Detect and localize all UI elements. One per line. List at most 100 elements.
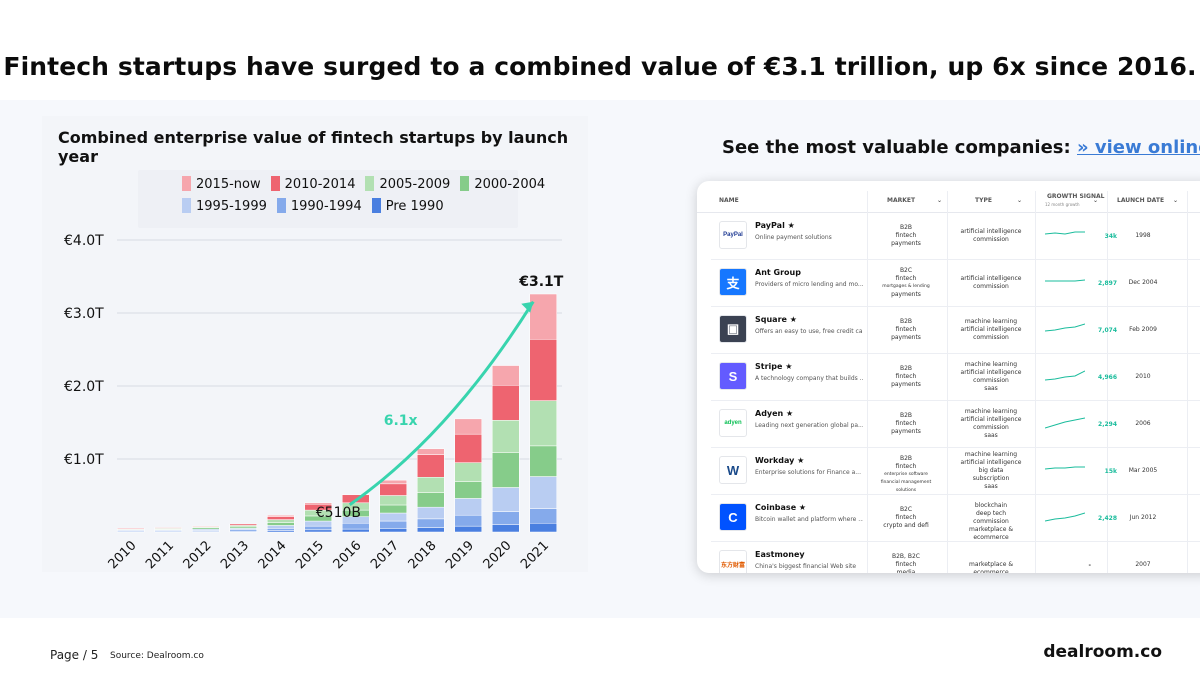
col-header-launch-chevron-icon[interactable]: ⌄ xyxy=(1173,197,1179,204)
multiplier-label: 6.1x xyxy=(384,413,418,429)
legend-label: 2000-2004 xyxy=(474,177,546,192)
bar-segment xyxy=(492,365,520,386)
company-name[interactable]: Stripe ★ xyxy=(755,362,793,371)
col-header-growth-chevron-icon[interactable]: ⌄ xyxy=(1093,197,1099,204)
col-header-market-chevron-icon[interactable]: ⌄ xyxy=(937,197,943,204)
col-header-growth[interactable]: GROWTH SIGNAL xyxy=(1047,193,1105,200)
view-online-link[interactable]: » view online xyxy=(1077,137,1200,158)
bar-segment xyxy=(417,506,445,520)
bar-segment xyxy=(454,525,482,533)
table-row[interactable]: 支 Ant Group Providers of micro lending and… xyxy=(711,260,1200,307)
col-header-market[interactable]: MARKET xyxy=(887,197,916,204)
market-cell: B2B fintech enterprise software financial m… xyxy=(871,455,941,495)
type-tag: commission xyxy=(973,377,1009,384)
page-number: Page / 5 xyxy=(50,648,99,662)
type-tag: marketplace & ecommerce xyxy=(968,561,1014,573)
table-row[interactable]: 东方财富 Eastmoney China's biggest financial W… xyxy=(711,542,1200,573)
growth-signal-value: - xyxy=(1088,562,1092,569)
bar-segment xyxy=(529,476,557,509)
launch-date: 2006 xyxy=(1135,420,1151,427)
col-header-name[interactable]: NAME xyxy=(719,197,739,204)
column-divider xyxy=(947,191,948,573)
column-divider xyxy=(1107,191,1108,573)
table-row[interactable]: S Stripe ★ A technology company that build… xyxy=(711,354,1200,401)
end-value-label: €3.1T xyxy=(518,274,564,290)
market-tag: enterprise software xyxy=(884,472,928,477)
table-row[interactable]: ▣ Square ★ Offers an easy to use, free cre… xyxy=(711,307,1200,354)
market-tag: fintech xyxy=(895,275,917,282)
table-row[interactable]: C Coinbase ★ Bitcoin wallet and platform w… xyxy=(711,495,1200,542)
type-tag: saas xyxy=(984,483,998,490)
type-tag: saas xyxy=(984,432,998,439)
bar-segment xyxy=(492,420,520,453)
y-tick-label: €4.0T xyxy=(64,233,104,249)
launch-date: 2010 xyxy=(1135,373,1151,380)
company-name[interactable]: Coinbase ★ xyxy=(755,503,807,512)
type-cell: blockchain deep tech commission marketplace… xyxy=(951,502,1031,542)
launch-date: 1998 xyxy=(1135,232,1151,239)
market-tag: mortgages & lending xyxy=(882,284,930,289)
legend-item: 1990-1994 xyxy=(276,196,362,218)
market-tag: payments xyxy=(891,240,921,247)
table-header: NAME MARKET ⌄ TYPE ⌄ GROWTH SIGNAL 12 mo… xyxy=(697,191,1200,213)
start-value-label: €510B xyxy=(316,505,361,521)
bar-segment xyxy=(417,477,445,493)
bar-segment xyxy=(529,445,557,477)
market-tag: payments xyxy=(891,291,921,298)
growth-signal-value: 34k xyxy=(1104,233,1117,240)
market-tag: B2B xyxy=(899,318,913,325)
growth-signal-value: 2,428 xyxy=(1098,515,1117,522)
column-divider xyxy=(1187,191,1188,573)
companies-table-screenshot: NAME MARKET ⌄ TYPE ⌄ GROWTH SIGNAL 12 mo… xyxy=(697,181,1200,573)
table-row[interactable]: PayPal PayPal ★ Online payment solutions B2… xyxy=(711,213,1200,260)
company-name[interactable]: Adyen ★ xyxy=(755,409,794,418)
bar-segment xyxy=(379,520,407,529)
bar-segment xyxy=(379,483,407,496)
col-header-type[interactable]: TYPE xyxy=(975,197,992,204)
legend-label: 2005-2009 xyxy=(379,177,451,192)
table-row[interactable]: W Workday ★ Enterprise solutions for Finan… xyxy=(711,448,1200,495)
launch-date: Feb 2009 xyxy=(1129,326,1157,333)
growth-arrow-head xyxy=(521,301,534,313)
legend-label: 2010-2014 xyxy=(284,177,356,192)
legend-item: 2000-2004 xyxy=(460,174,545,196)
legend-swatch xyxy=(182,176,191,191)
company-logo: S xyxy=(719,362,747,390)
market-cell: B2C fintech mortgages & lending payments xyxy=(871,267,941,299)
bar-segment xyxy=(492,511,520,525)
growth-signal-value: 2,294 xyxy=(1098,421,1117,428)
market-cell: B2C fintech crypto and defi xyxy=(871,506,941,530)
legend-item: 2015-now xyxy=(182,174,261,196)
col-header-type-chevron-icon[interactable]: ⌄ xyxy=(1017,197,1023,204)
company-name[interactable]: Square ★ xyxy=(755,315,797,324)
company-name[interactable]: Workday ★ xyxy=(755,456,805,465)
market-tag: fintech xyxy=(895,232,917,239)
market-tag: fintech xyxy=(895,561,917,568)
bar-segment xyxy=(267,522,295,526)
sparkline-path xyxy=(1045,466,1085,470)
growth-sparkline xyxy=(1045,370,1085,381)
launch-date: Dec 2004 xyxy=(1128,279,1158,286)
col-header-launch[interactable]: LAUNCH DATE xyxy=(1117,197,1165,204)
sparkline-path xyxy=(1045,323,1085,332)
type-tag: commission xyxy=(973,518,1009,525)
table-row[interactable]: adyen Adyen ★ Leading next generation glob… xyxy=(711,401,1200,448)
type-tag: commission xyxy=(973,334,1009,341)
bar-segment xyxy=(529,293,557,340)
company-logo: 支 xyxy=(719,268,747,296)
market-cell: B2B fintech payments xyxy=(871,224,941,248)
company-name[interactable]: PayPal ★ xyxy=(755,221,795,230)
sparkline-path xyxy=(1045,512,1085,522)
company-description: Bitcoin wallet and platform where ... xyxy=(755,516,863,523)
legend-swatch xyxy=(371,198,381,213)
legend-item: 2005-2009 xyxy=(365,174,450,196)
growth-sparkline xyxy=(1045,231,1085,235)
bar-segment xyxy=(304,525,332,531)
legend-label: Pre 1990 xyxy=(385,199,444,214)
company-name[interactable]: Ant Group xyxy=(755,268,801,277)
type-tag: marketplace & ecommerce xyxy=(968,526,1014,541)
source-note: Source: Dealroom.co xyxy=(110,651,204,661)
bar-segment xyxy=(492,385,520,421)
y-tick-label: €1.0T xyxy=(64,452,104,468)
company-name[interactable]: Eastmoney xyxy=(755,550,805,559)
